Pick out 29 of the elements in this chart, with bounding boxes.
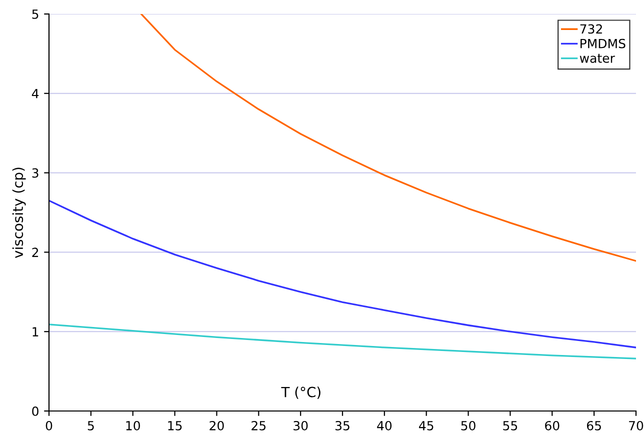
legend-label: water xyxy=(580,54,615,63)
x-tick-label: 40 xyxy=(377,420,392,430)
x-tick-label: 60 xyxy=(545,420,560,430)
y-tick-label: 5 xyxy=(32,10,38,19)
y-tick-label: 1 xyxy=(32,327,38,336)
x-tick-label: 45 xyxy=(419,421,434,430)
x-tick-label: 55 xyxy=(503,421,518,430)
y-tick-label: 4 xyxy=(32,89,39,98)
x-tick-label: 70 xyxy=(629,420,644,430)
x-tick-label: 50 xyxy=(461,420,476,430)
x-tick-label: 35 xyxy=(336,420,350,430)
legend-label: PMDMS xyxy=(580,38,626,48)
y-tick-label: 2 xyxy=(32,248,38,257)
x-tick-label: 30 xyxy=(294,420,308,430)
legend-label: 732 xyxy=(580,24,602,34)
x-axis-title: T (°C) xyxy=(281,386,320,399)
x-tick-label: 5 xyxy=(88,421,94,430)
x-tick-label: 25 xyxy=(252,420,266,430)
y-tick-label: 0 xyxy=(32,406,38,416)
x-tick-label: 10 xyxy=(126,420,140,430)
y-axis-title: viscosity (cp) xyxy=(12,168,26,258)
x-tick-label: 20 xyxy=(210,420,224,430)
line-series xyxy=(49,200,636,348)
x-tick-label: 15 xyxy=(168,421,182,430)
line-series xyxy=(49,324,636,360)
x-tick-label: 0 xyxy=(46,420,52,430)
y-tick-label: 3 xyxy=(32,168,38,178)
line-series xyxy=(140,14,636,262)
x-tick-label: 65 xyxy=(586,420,601,430)
